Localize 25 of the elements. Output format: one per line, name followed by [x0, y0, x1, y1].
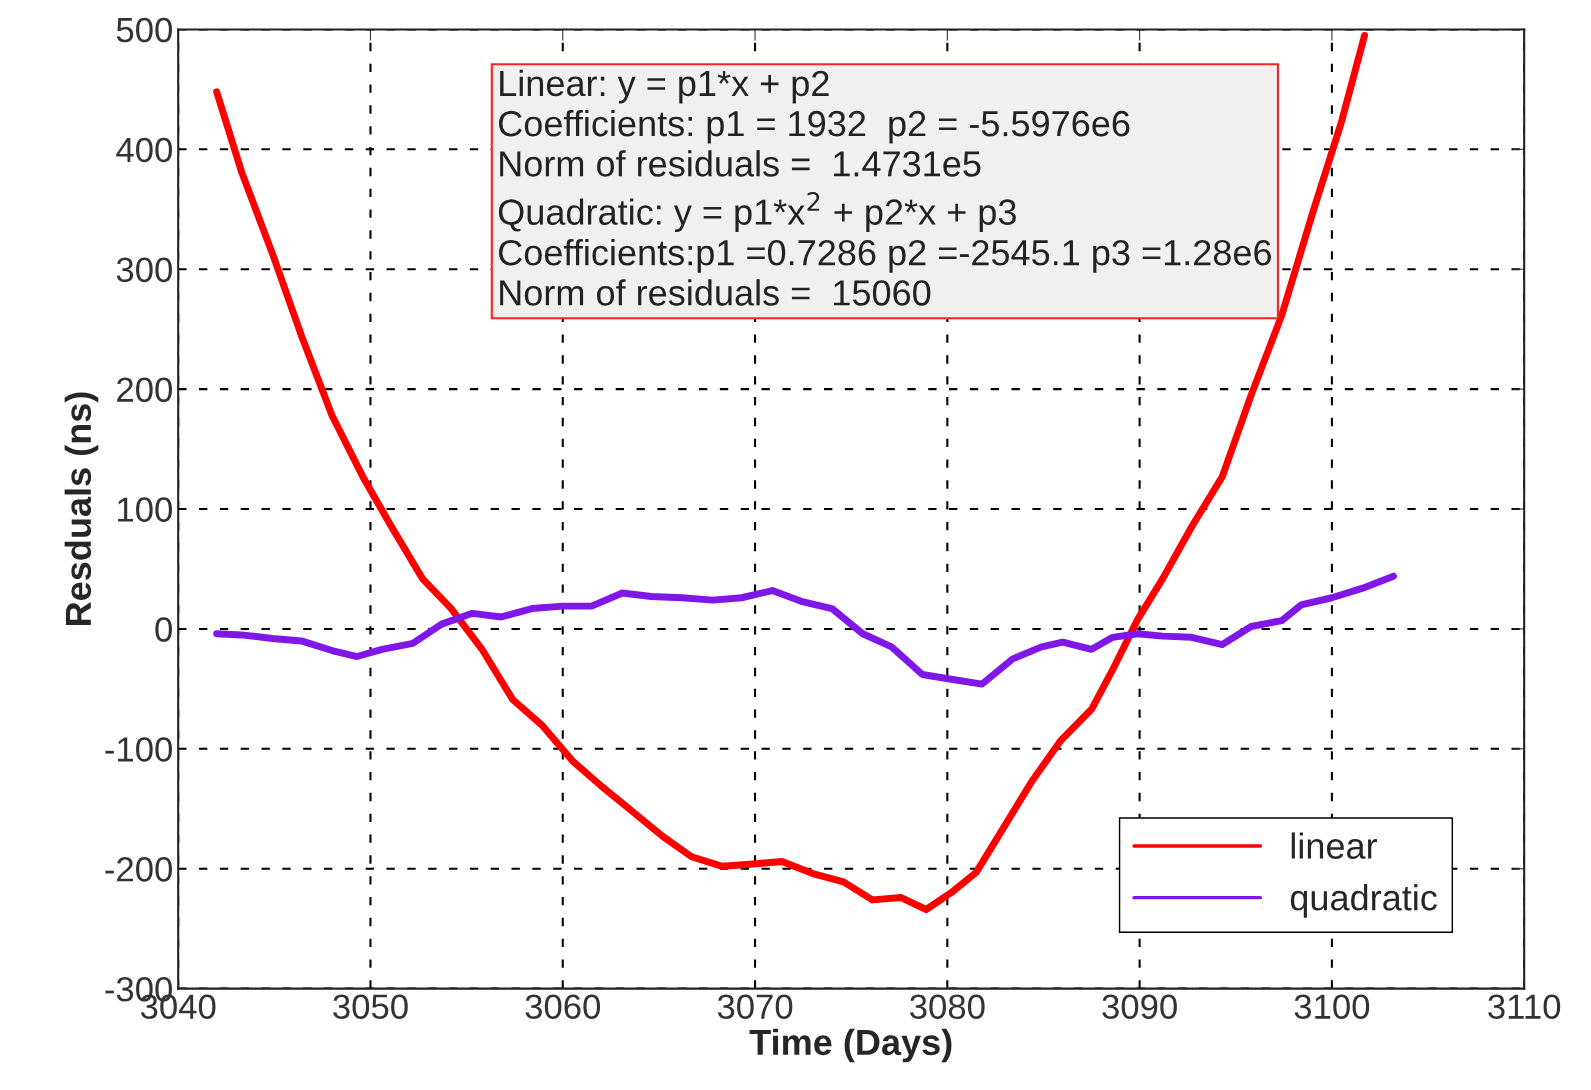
legend-label: quadratic	[1290, 884, 1437, 918]
legend-label: linear	[1291, 832, 1378, 859]
y-tick-label: 300	[116, 257, 172, 283]
y-tick-label: -200	[105, 857, 172, 882]
x-axis-title: Time (Days)	[749, 1028, 952, 1063]
x-tick-label: 3050	[333, 994, 408, 1019]
y-axis-title: Resduals (ns)	[64, 392, 99, 625]
x-tick-label: 3110	[1488, 994, 1561, 1019]
x-tick-label: 3080	[910, 994, 985, 1019]
annotation: Norm of residuals = 1.4731e5	[500, 150, 981, 177]
annotation: Linear: y = p1*x + p2	[500, 69, 829, 104]
y-tick-label: 100	[118, 497, 172, 522]
y-tick-label: 500	[116, 17, 172, 43]
y-tick-label: 400	[116, 137, 172, 163]
y-tick-label: 200	[117, 377, 172, 403]
annotation: Coefficients:p1 =0.7286 p2 =-2545.1 p3 =1.28e6	[499, 238, 1271, 273]
x-tick-label: 3100	[1294, 994, 1370, 1019]
annotation: Quadratic: y = p1*x$^{2}$ + p2*x + p3	[498, 192, 1016, 233]
x-tick-label: 3060	[525, 994, 601, 1019]
y-tick-label: -100	[105, 737, 172, 762]
annotation: Coefficients: p1 = 1932 p2 = -5.5976e6	[499, 109, 1130, 144]
x-tick-label: 3090	[1102, 994, 1177, 1019]
x-tick-label: 3070	[717, 994, 793, 1019]
annotation: Norm of residuals = 15060	[500, 279, 931, 306]
y-tick-label: 0	[155, 617, 172, 642]
